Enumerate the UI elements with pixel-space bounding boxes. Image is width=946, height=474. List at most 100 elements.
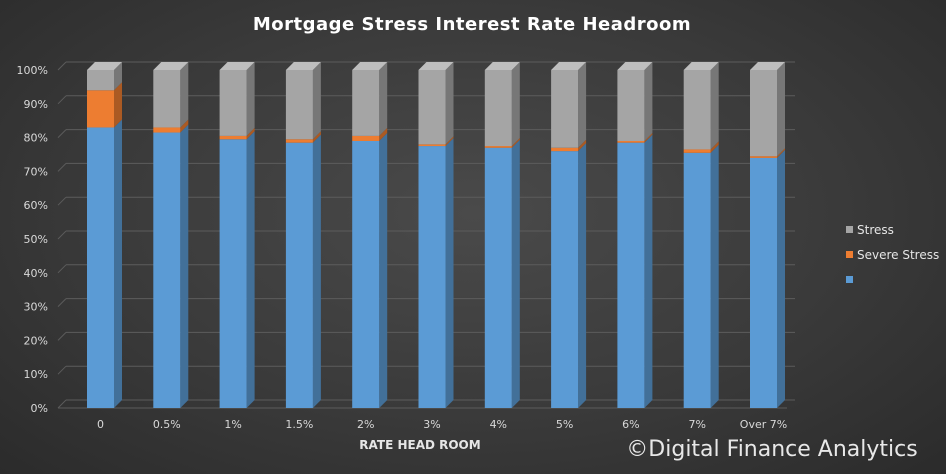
bar-stress [153,70,181,128]
y-tick-label: 10% [24,368,48,381]
bar-stack [750,62,785,408]
bar-stack [683,62,719,408]
chart-title: Mortgage Stress Interest Rate Headroom [253,14,691,35]
bar-severe-stress-side [180,119,189,133]
bar-severe-stress-side [777,148,785,158]
bar-stack [418,62,454,409]
legend-label: Stress [857,223,894,237]
x-tick-label: 0.5% [153,418,181,431]
y-tick-label: 70% [24,165,48,178]
bar-stress [285,70,313,140]
x-tick-label: 2% [357,418,374,431]
bar-stack [484,62,520,409]
bar-unnamed-series-side [114,119,122,409]
y-axis-ticks: 0% 10% 20% 30% 40% 50% 60% 70% 80% 90% 100% [17,64,48,415]
bar-stress-side [114,62,122,91]
bar-severe-stress [551,147,579,152]
bar-stress-side [578,62,587,148]
x-tick-label: Over 7% [740,418,787,431]
bar-unnamed-series-side [710,144,719,408]
credit-text: ©Digital Finance Analytics [626,437,917,462]
x-tick-label: 5% [556,418,573,431]
bar-severe-stress [153,127,181,133]
bar-unnamed-series [418,146,446,409]
bar-stress-top [153,62,189,70]
bar-stack [352,62,388,409]
bar-stack [551,62,587,408]
bar-unnamed-series-side [445,138,454,409]
bar-severe-stress [484,146,512,148]
bar-stress-top [87,62,122,70]
bar-stress-top [219,62,255,70]
legend-swatch [846,251,853,258]
y-tick-label: 80% [24,132,48,145]
x-tick-label: 7% [688,418,705,431]
x-tick-label: 1% [224,418,241,431]
bar-stress [617,70,645,141]
bar-severe-stress-side [511,138,520,148]
bar-stress-top [352,62,388,70]
bar-unnamed-series [683,152,711,408]
bar-stack [285,62,321,409]
bar-stress-side [777,62,785,157]
bar-stress [219,70,247,136]
bar-stress-top [617,62,653,70]
bar-stress [683,70,711,150]
bar-severe-stress [87,90,114,128]
bar-stress-side [246,62,255,136]
bar-stress-side [445,62,454,145]
bar-stress-top [484,62,520,70]
bar-unnamed-series [484,147,512,409]
bar-unnamed-series-side [246,131,255,409]
bar-stress-top [750,62,785,70]
bar-stress-top [285,62,321,70]
bar-stress-top [551,62,587,70]
x-axis-ticks: 0 0.5% 1% 1.5% 2% 3% 4% 5% 6% 7% Over 7% [97,418,787,431]
y-tick-label: 30% [24,301,48,314]
x-tick-label: 3% [423,418,440,431]
y-tick-label: 100% [17,64,48,77]
bar-stress [551,70,579,148]
bar-unnamed-series [87,127,114,409]
bar-stack [153,62,189,408]
bar-stress-side [379,62,388,136]
legend: Stress Severe Stress [846,223,939,283]
bar-unnamed-series [219,139,247,409]
bar-severe-stress [617,140,645,143]
bar-severe-stress [418,144,446,147]
x-tick-label: 4% [490,418,507,431]
bar-unnamed-series-side [180,124,189,408]
y-tick-label: 50% [24,233,48,246]
bar-stress [418,70,446,145]
bar-unnamed-series [153,132,181,408]
bar-stress-top [418,62,454,70]
y-tick-label: 60% [24,199,48,212]
bar-stress-side [180,62,189,128]
bar-severe-stress-side [578,139,587,152]
bar-severe-stress-side [312,131,321,143]
bar-stress-top [683,62,719,70]
y-tick-label: 90% [24,98,48,111]
bar-unnamed-series-side [379,132,388,409]
bar-stress-side [644,62,653,141]
bar-unnamed-series [352,140,380,409]
bar-stress-side [710,62,719,150]
bar-severe-stress-side [710,141,719,153]
bar-unnamed-series [551,151,579,408]
bar-stress [87,70,114,91]
bar-severe-stress [219,135,247,140]
legend-item: Severe Stress [846,248,939,262]
bars [87,62,785,409]
bar-unnamed-series-side [777,149,785,408]
bar-unnamed-series-side [644,134,653,409]
bar-severe-stress-side [114,82,122,128]
bar-stack [219,62,255,409]
x-tick-label: 0 [97,418,104,431]
bar-unnamed-series-side [511,139,520,409]
bar-stress [750,70,777,157]
legend-label: Severe Stress [857,248,939,262]
bar-stress [352,70,380,136]
bar-severe-stress-side [246,127,255,140]
bar-severe-stress [352,135,380,141]
bar-severe-stress [683,149,711,153]
